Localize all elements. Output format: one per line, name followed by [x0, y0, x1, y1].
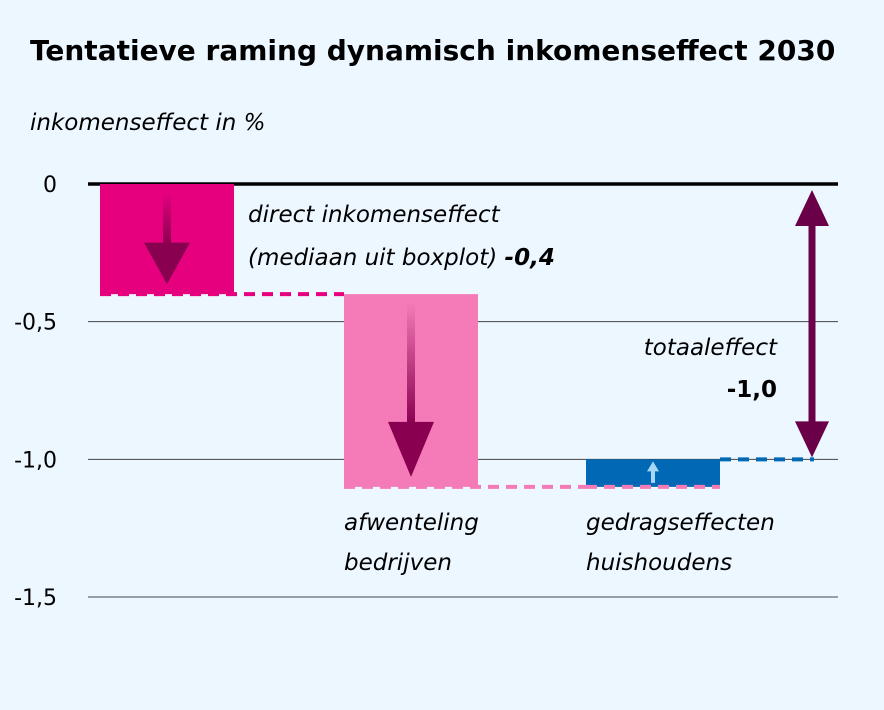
total-arrow-head-top — [795, 190, 829, 226]
label-afwenteling-line1: afwenteling — [344, 510, 479, 536]
arrows — [144, 190, 829, 483]
total-arrow-shaft — [808, 224, 816, 424]
label-gedrag-line2: huishoudens — [586, 550, 732, 576]
total-arrow-head-bottom — [795, 421, 829, 458]
label-direct-line2: (mediaan uit boxplot) -0,4 — [248, 245, 555, 271]
y-tick-label: 0 — [43, 173, 57, 198]
down-arrow-shaft — [163, 192, 171, 245]
gridlines: 0 -0,5 -1,0 -1,5 — [14, 173, 838, 611]
y-tick-label: -1,5 — [14, 586, 57, 611]
down-arrow-head — [144, 242, 190, 285]
y-tick-label: -1,0 — [14, 448, 57, 473]
up-arrow-shaft — [651, 469, 655, 483]
up-arrow-head — [647, 461, 659, 472]
label-gedrag-line1: gedragseffecten — [586, 510, 775, 536]
y-axis-label: inkomenseffect in % — [30, 110, 265, 136]
value-label-direct: -0,4 — [505, 245, 555, 271]
chart-title: Tentatieve raming dynamisch inkomenseffe… — [30, 34, 835, 67]
label-total: totaaleffect — [644, 335, 778, 361]
value-label-total: -1,0 — [727, 377, 777, 403]
down-arrow-head — [388, 421, 434, 477]
label-direct-line1: direct inkomenseffect — [248, 202, 501, 228]
down-arrow-shaft — [407, 302, 415, 424]
y-tick-label: -0,5 — [14, 311, 57, 336]
connector-lines — [100, 292, 814, 489]
label-afwenteling-line2: bedrijven — [344, 550, 452, 576]
